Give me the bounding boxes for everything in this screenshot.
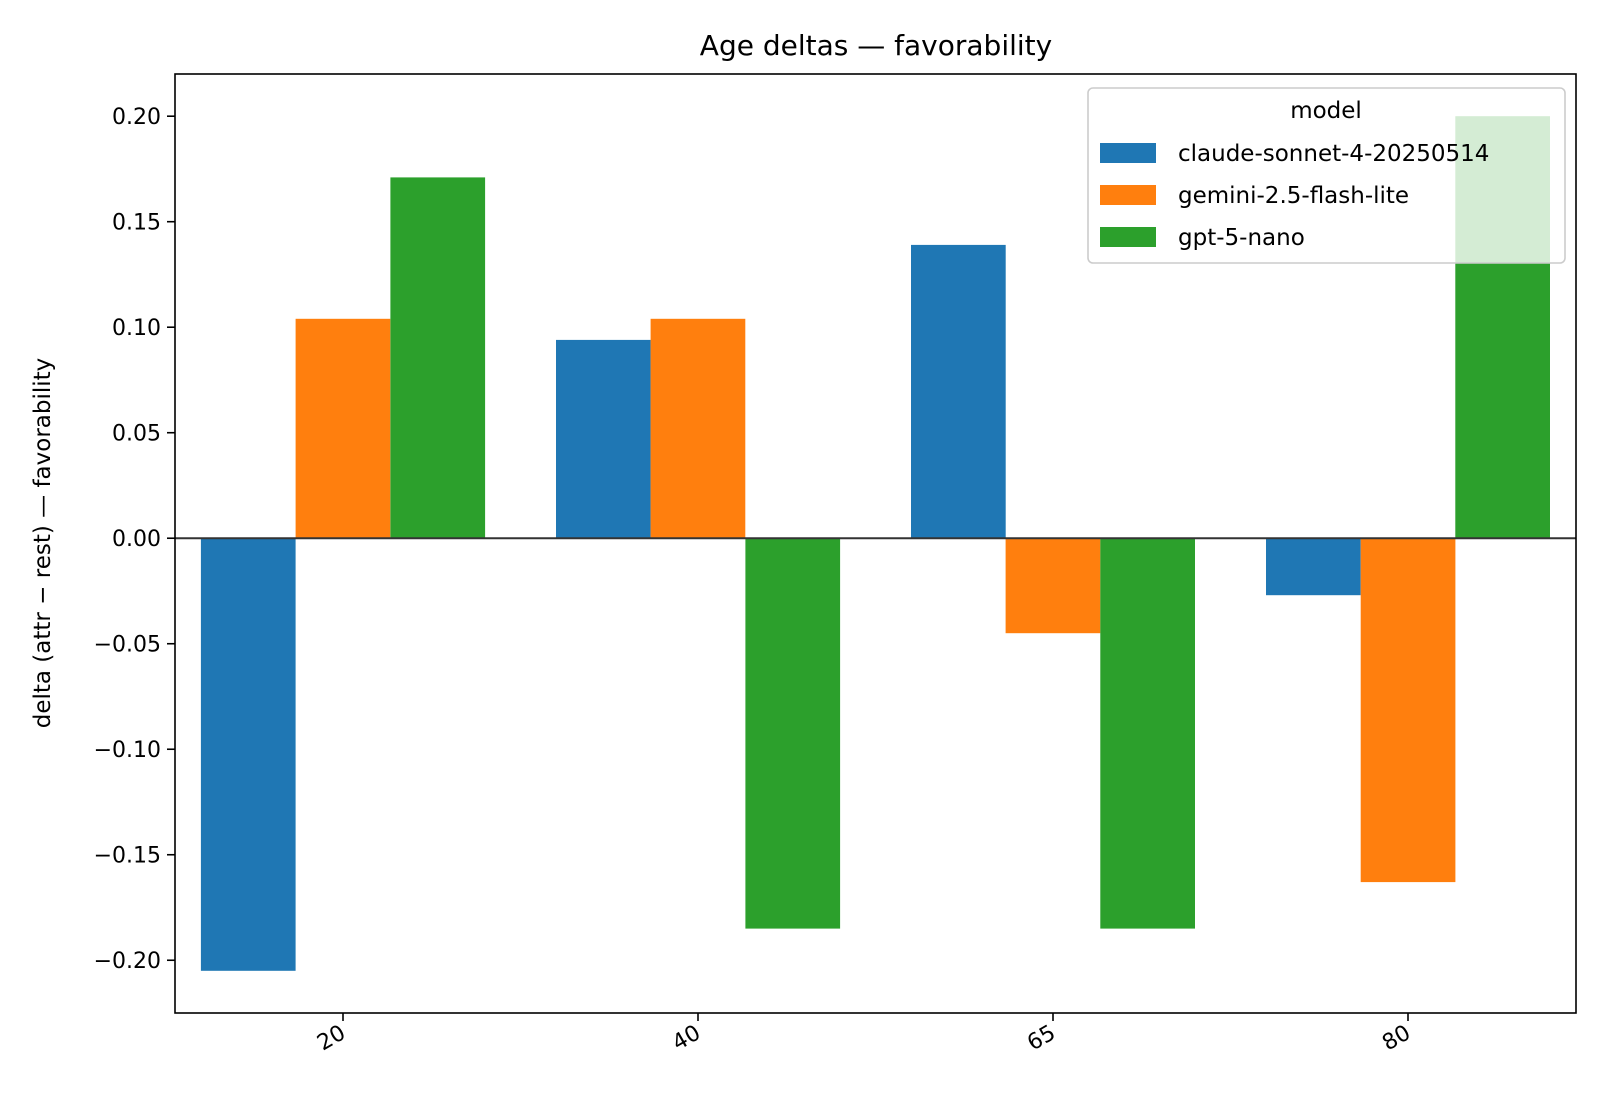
bar-gemini-2.5-flash-lite-80 [1360, 538, 1456, 883]
y-tick-label: 0.10 [112, 316, 161, 341]
y-tick-label: 0.00 [112, 527, 161, 552]
y-tick-label: −0.10 [94, 738, 161, 763]
bar-gemini-2.5-flash-lite-20 [295, 318, 391, 539]
chart-title: Age deltas — favorability [700, 29, 1052, 62]
bar-gemini-2.5-flash-lite-65 [1005, 538, 1101, 634]
bar-gemini-2.5-flash-lite-40 [650, 318, 746, 539]
legend-swatch [1100, 227, 1156, 247]
y-axis: 0.20 0.15 0.10 0.05 0.00 −0.05 −0.10 −0.15 −0.20 [94, 105, 175, 974]
legend-title: model [1290, 98, 1362, 124]
y-tick-label: 0.20 [112, 105, 161, 130]
bar-claude-sonnet-4-20250514-40 [556, 339, 651, 539]
bar-gpt-5-nano-20 [390, 177, 486, 539]
plot-frame [174, 73, 1577, 1014]
legend-label: claude-sonnet-4-20250514 [1178, 141, 1489, 167]
legend-swatch [1100, 185, 1156, 205]
y-tick-label: 0.15 [112, 211, 161, 236]
bar-claude-sonnet-4-20250514-65 [911, 244, 1006, 539]
y-tick-label: −0.05 [94, 633, 161, 658]
legend-label: gpt-5-nano [1178, 225, 1305, 251]
bar-gpt-5-nano-40 [745, 538, 841, 929]
y-axis-label: delta (attr − rest) — favorability [30, 358, 56, 729]
bars-group [200, 116, 1550, 971]
legend: model claude-sonnet-4-20250514 gemini-2.5… [1087, 87, 1566, 264]
legend-entries: claude-sonnet-4-20250514 gemini-2.5-flash… [1100, 141, 1489, 251]
legend-box [1087, 87, 1566, 264]
y-tick-label: 0.05 [112, 422, 161, 447]
bar-gpt-5-nano-65 [1100, 538, 1195, 929]
y-tick-label: −0.15 [94, 844, 161, 869]
bar-claude-sonnet-4-20250514-80 [1266, 538, 1361, 596]
legend-label: gemini-2.5-flash-lite [1178, 183, 1409, 209]
y-tick-label: −0.20 [94, 949, 161, 974]
legend-swatch [1100, 143, 1156, 163]
bar-claude-sonnet-4-20250514-20 [200, 538, 296, 971]
